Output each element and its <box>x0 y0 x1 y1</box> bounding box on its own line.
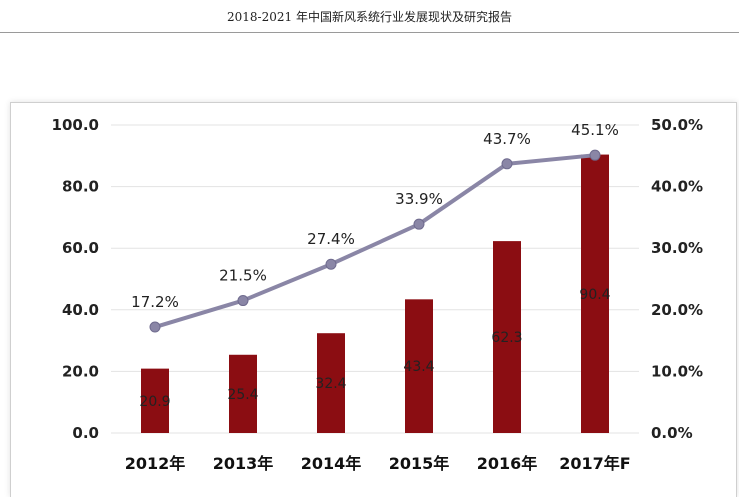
x-category-label: 2016年 <box>477 454 538 473</box>
line-point <box>413 218 425 230</box>
bar <box>581 154 609 433</box>
bar-value-label: 90.4 <box>579 287 610 303</box>
y-right-tick-label: 0.0% <box>651 424 693 442</box>
line-point <box>325 258 337 270</box>
y-left-tick-label: 0.0 <box>72 424 99 442</box>
line-value-label: 21.5% <box>219 267 267 285</box>
y-left-tick-label: 80.0 <box>62 178 99 196</box>
x-category-label: 2012年 <box>125 454 186 473</box>
y-right-tick-label: 50.0% <box>651 116 703 134</box>
bar-value-label: 32.4 <box>315 376 346 392</box>
bar <box>141 368 169 433</box>
x-category-label: 2013年 <box>213 454 274 473</box>
line-point <box>237 295 249 307</box>
line-point <box>589 149 601 161</box>
line-value-label: 43.7% <box>483 130 531 148</box>
x-category-label: 2015年 <box>389 454 450 473</box>
combo-chart: 0.0 20.0 40.0 60.0 80.0 100.0 0.0% 10.0% 20.0% 30… <box>52 116 704 473</box>
y-left-tick-label: 100.0 <box>52 116 99 134</box>
bar-value-label: 62.3 <box>491 330 522 346</box>
line-point <box>501 158 513 170</box>
page-title: 2018-2021 年中国新风系统行业发展现状及研究报告 <box>227 10 512 24</box>
y-right-tick-label: 10.0% <box>651 362 703 380</box>
bar-value-label: 25.4 <box>227 387 258 403</box>
line-series <box>154 153 596 329</box>
y-left-tick-label: 60.0 <box>62 239 99 257</box>
line-value-label: 17.2% <box>131 293 179 311</box>
y-right-tick-label: 40.0% <box>651 178 703 196</box>
chart-frame: 0.0 20.0 40.0 60.0 80.0 100.0 0.0% 10.0% 20.0% 30… <box>10 102 737 497</box>
line-point <box>149 321 161 333</box>
bar-value-label: 43.4 <box>403 359 434 375</box>
page-header: 2018-2021 年中国新风系统行业发展现状及研究报告 <box>0 0 739 33</box>
bar <box>493 241 521 433</box>
line-value-label: 45.1% <box>571 121 619 139</box>
bar-value-label: 20.9 <box>139 394 170 410</box>
bar <box>229 354 257 433</box>
bar <box>317 333 345 433</box>
grid-layer <box>111 124 639 434</box>
line-value-label: 33.9% <box>395 190 443 208</box>
x-category-label: 2017年F <box>559 454 630 473</box>
x-category-label: 2014年 <box>301 454 362 473</box>
bar <box>405 299 433 433</box>
line-layer <box>149 149 601 333</box>
text-layer: 0.0 20.0 40.0 60.0 80.0 100.0 0.0% 10.0% 20.0% 30… <box>52 116 704 473</box>
y-left-tick-label: 40.0 <box>62 301 99 319</box>
bar-layer <box>141 154 609 433</box>
y-left-tick-label: 20.0 <box>62 362 99 380</box>
y-right-tick-label: 20.0% <box>651 301 703 319</box>
line-value-label: 27.4% <box>307 230 355 248</box>
y-right-tick-label: 30.0% <box>651 239 703 257</box>
